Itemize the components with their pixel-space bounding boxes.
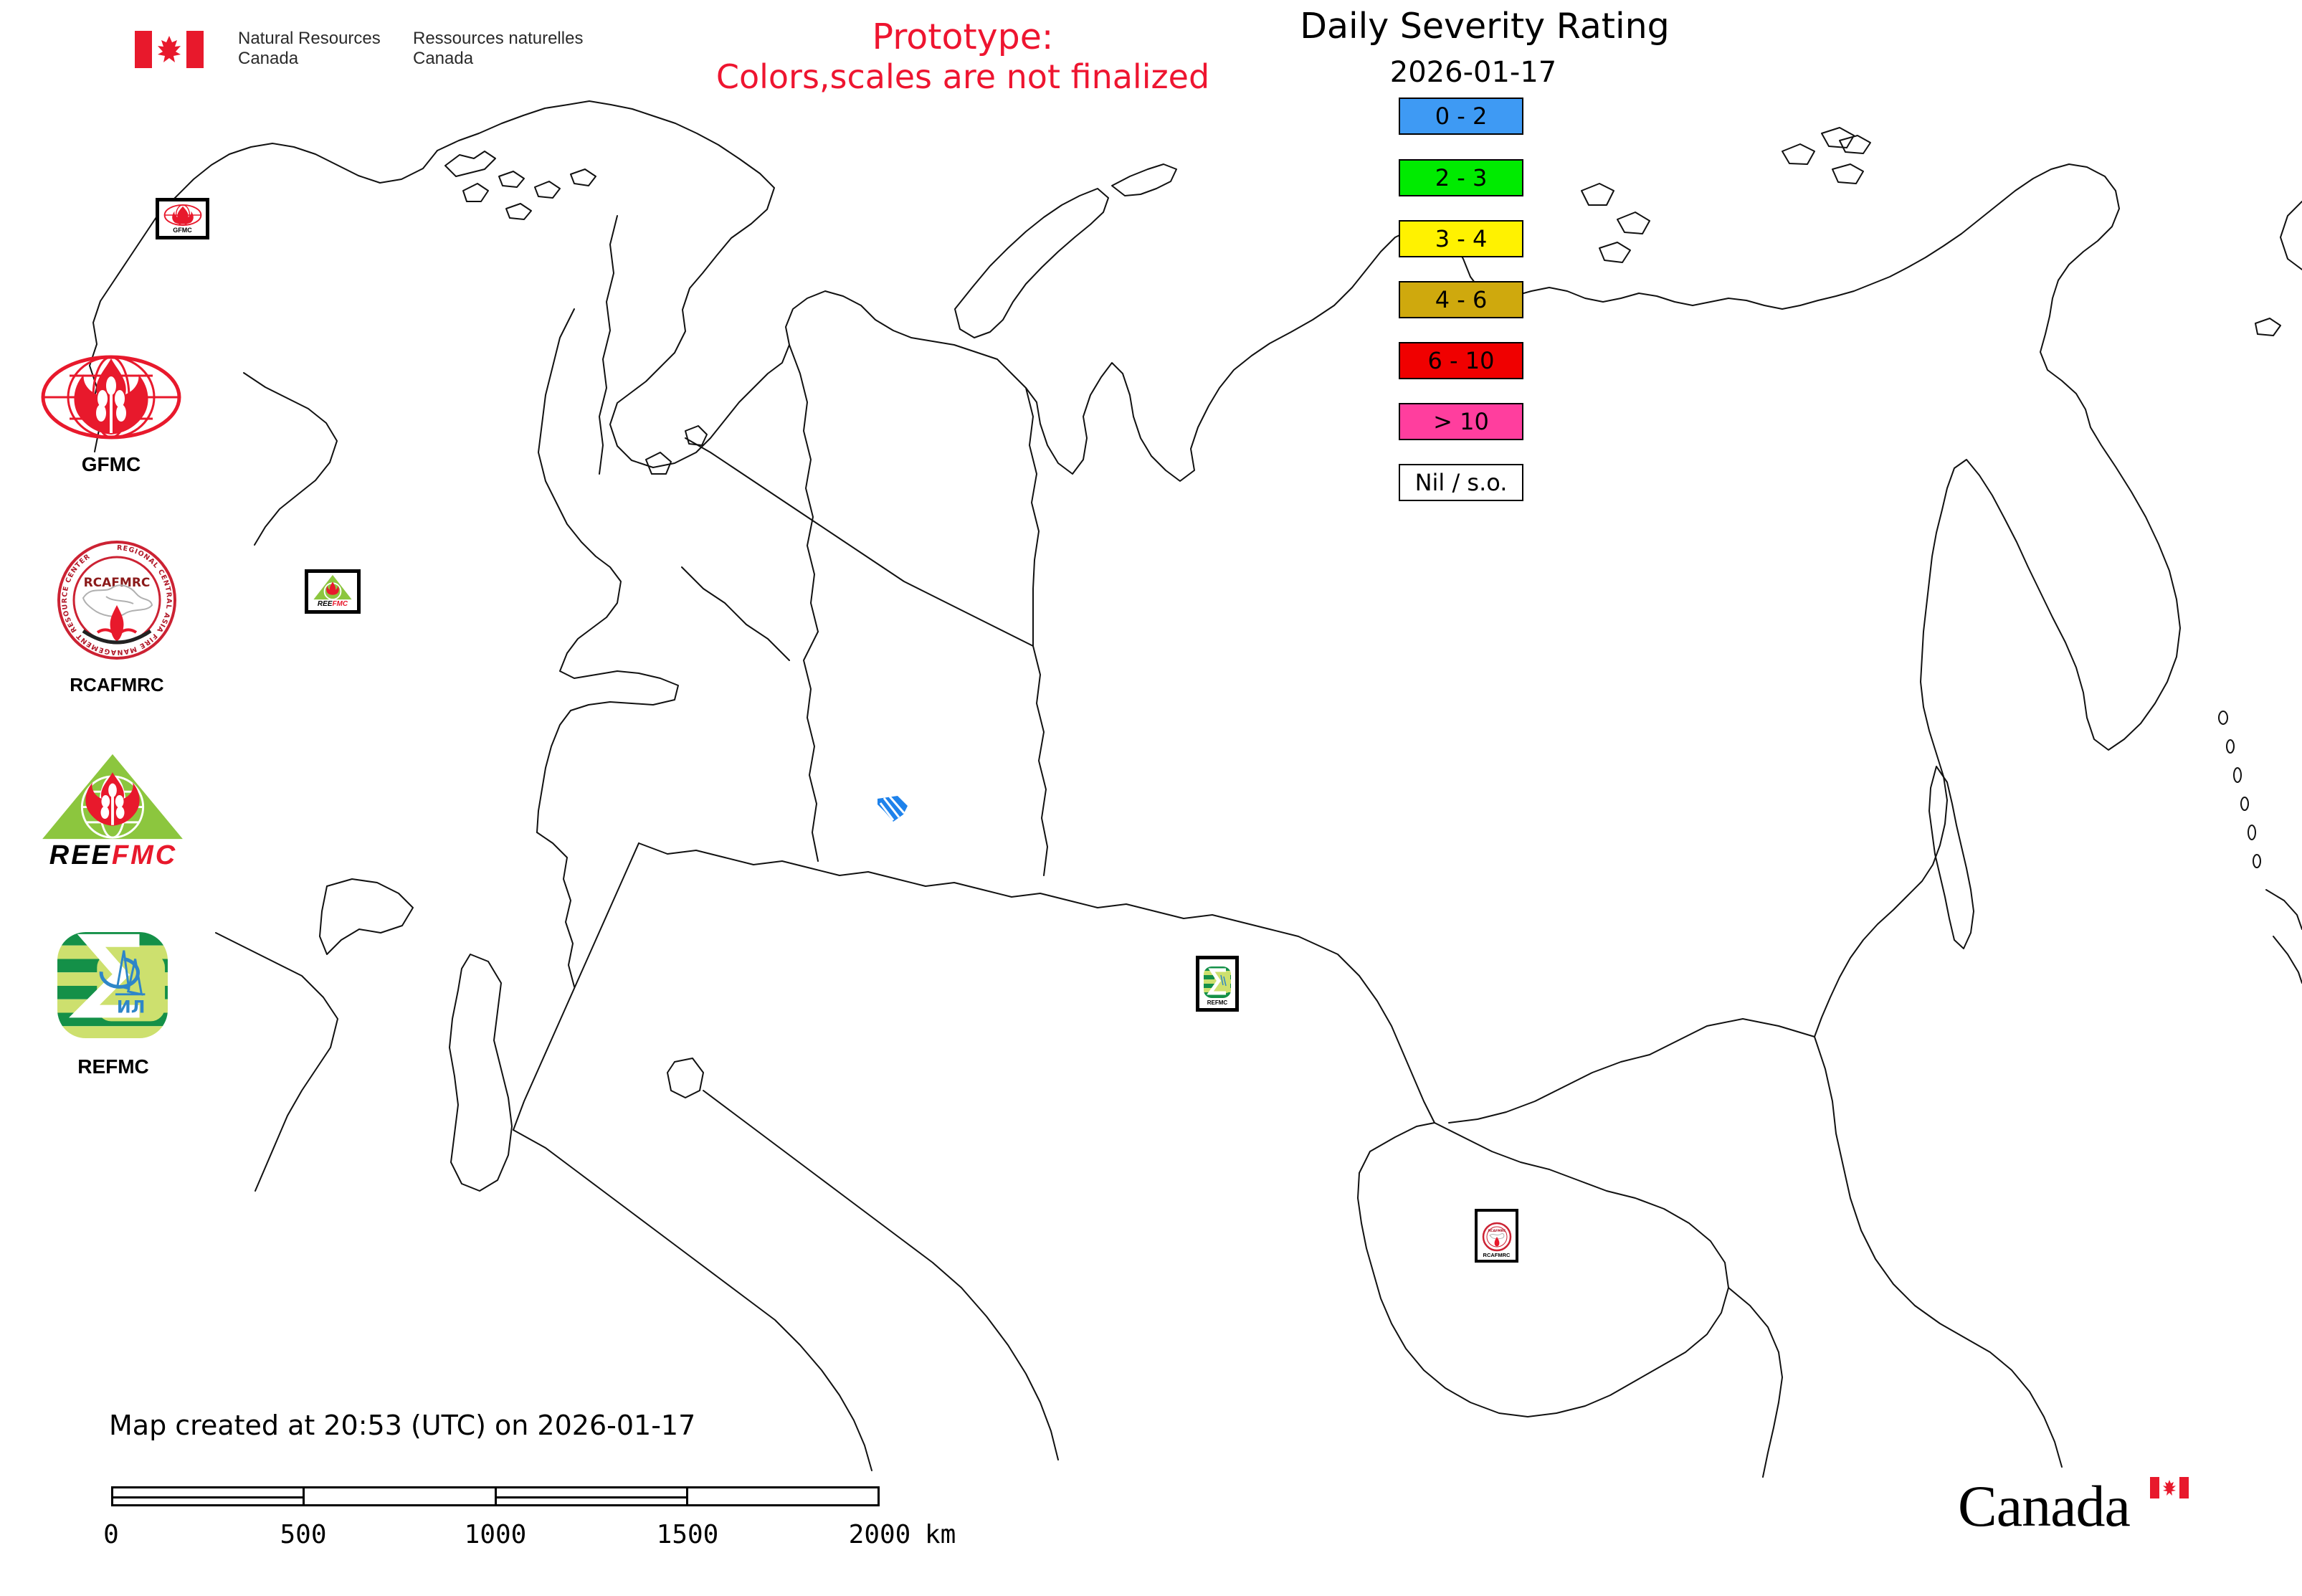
scale-tick-1500: 1500	[656, 1520, 719, 1549]
reefmc-wordmark-red: FMC	[111, 840, 178, 870]
scale-segment	[688, 1488, 877, 1504]
legend-label: 0 - 2	[1435, 103, 1488, 130]
refmc-sigma-icon: ИЛ	[57, 931, 168, 1039]
legend-label: 3 - 4	[1435, 225, 1488, 252]
canada-wordmark: Canada	[1958, 1473, 2189, 1540]
legend-item-3-4: 3 - 4	[1399, 220, 1523, 257]
rcafmrc-mini-text: RCAFMRC	[1488, 1229, 1506, 1233]
scale-segment	[496, 1488, 688, 1504]
agency-fr-line2: Canada	[413, 49, 474, 68]
scale-segment	[113, 1488, 305, 1504]
legend-item-0-2: 0 - 2	[1399, 98, 1523, 135]
legend-label: 6 - 10	[1427, 347, 1495, 374]
marker-label: GFMC	[173, 227, 192, 234]
marker-label: REEFMC	[318, 601, 348, 608]
gfmc-caption: GFMC	[81, 453, 141, 475]
marker-label-red: FMC	[332, 600, 348, 608]
rcafmrc-mini-icon: RCAFMRC	[1482, 1222, 1511, 1251]
prototype-warning: Prototype: Colors,scales are not finaliz…	[655, 16, 1271, 97]
legend-item-gt10: > 10	[1399, 403, 1523, 440]
map-marker-reefmc: REEFMC	[305, 569, 361, 614]
gfmc-globe-flame-icon	[41, 355, 181, 440]
scale-tick-2000: 2000	[848, 1520, 911, 1549]
legend-item-nil: Nil / s.o.	[1399, 464, 1523, 501]
refmc-caption: REFMC	[77, 1055, 149, 1078]
scale-bar	[111, 1486, 880, 1506]
legend-item-6-10: 6 - 10	[1399, 342, 1523, 379]
page-title: Daily Severity Rating	[1300, 6, 1670, 47]
canada-flag-icon	[135, 31, 204, 71]
refmc-mini-icon	[1204, 966, 1231, 998]
rcafmrc-caption: RCAFMRC	[70, 674, 164, 695]
map-date: 2026-01-17	[1389, 56, 1557, 89]
reefmc-triangle-icon	[42, 754, 183, 840]
scale-tick-500: 500	[280, 1520, 327, 1549]
gfmc-logo: GFMC	[39, 353, 183, 476]
legend-label: Nil / s.o.	[1414, 469, 1508, 496]
agency-name-fr: Ressources naturelles Canada	[413, 29, 583, 69]
reefmc-wordmark-black: REE	[49, 840, 112, 870]
legend-label: > 10	[1433, 408, 1489, 435]
prototype-line1: Prototype:	[872, 16, 1054, 57]
scale-tick-1000: 1000	[464, 1520, 527, 1549]
refmc-logo: ИЛ REFMC	[56, 931, 171, 1078]
map-marker-rcafmrc: RCAFMRC RCAFMRC	[1475, 1209, 1518, 1263]
reefmc-logo: REEFMC	[37, 751, 189, 871]
scale-tick-0: 0	[103, 1520, 119, 1549]
gfmc-mini-icon	[163, 204, 201, 227]
rcafmrc-logo: REGIONAL CENTRAL ASIA FIRE MANAGEMENT RE…	[56, 539, 178, 696]
scale-unit: km	[925, 1520, 956, 1549]
wordmark-text: Canada	[1958, 1473, 2131, 1539]
legend-item-2-3: 2 - 3	[1399, 159, 1523, 196]
reefmc-wordmark: REEFMC	[37, 840, 189, 871]
legend-label: 2 - 3	[1435, 164, 1488, 191]
dsr-region	[877, 796, 908, 822]
scale-segment	[305, 1488, 497, 1504]
marker-label-black: REE	[317, 600, 333, 608]
created-timestamp: Map created at 20:53 (UTC) on 2026-01-17	[109, 1410, 696, 1441]
wordmark-flag-icon	[2150, 1477, 2189, 1498]
reefmc-mini-icon	[313, 574, 352, 601]
rcafmrc-center-text: RCAFMRC	[84, 576, 151, 590]
rcafmrc-seal-icon: REGIONAL CENTRAL ASIA FIRE MANAGEMENT RE…	[57, 541, 176, 660]
marker-label: RCAFMRC	[1483, 1251, 1511, 1258]
refmc-inner-text: ИЛ	[117, 997, 145, 1017]
prototype-line2: Colors,scales are not finalized	[715, 57, 1210, 96]
agency-fr-line1: Ressources naturelles	[413, 29, 584, 48]
agency-en-line2: Canada	[238, 49, 299, 68]
legend-label: 4 - 6	[1435, 286, 1488, 313]
agency-en-line1: Natural Resources	[238, 29, 381, 48]
agency-name-en: Natural Resources Canada	[238, 29, 381, 69]
map-marker-gfmc: GFMC	[156, 198, 209, 239]
map-marker-refmc: REFMC	[1196, 956, 1239, 1012]
marker-label: REFMC	[1207, 999, 1228, 1006]
legend-item-4-6: 4 - 6	[1399, 281, 1523, 318]
